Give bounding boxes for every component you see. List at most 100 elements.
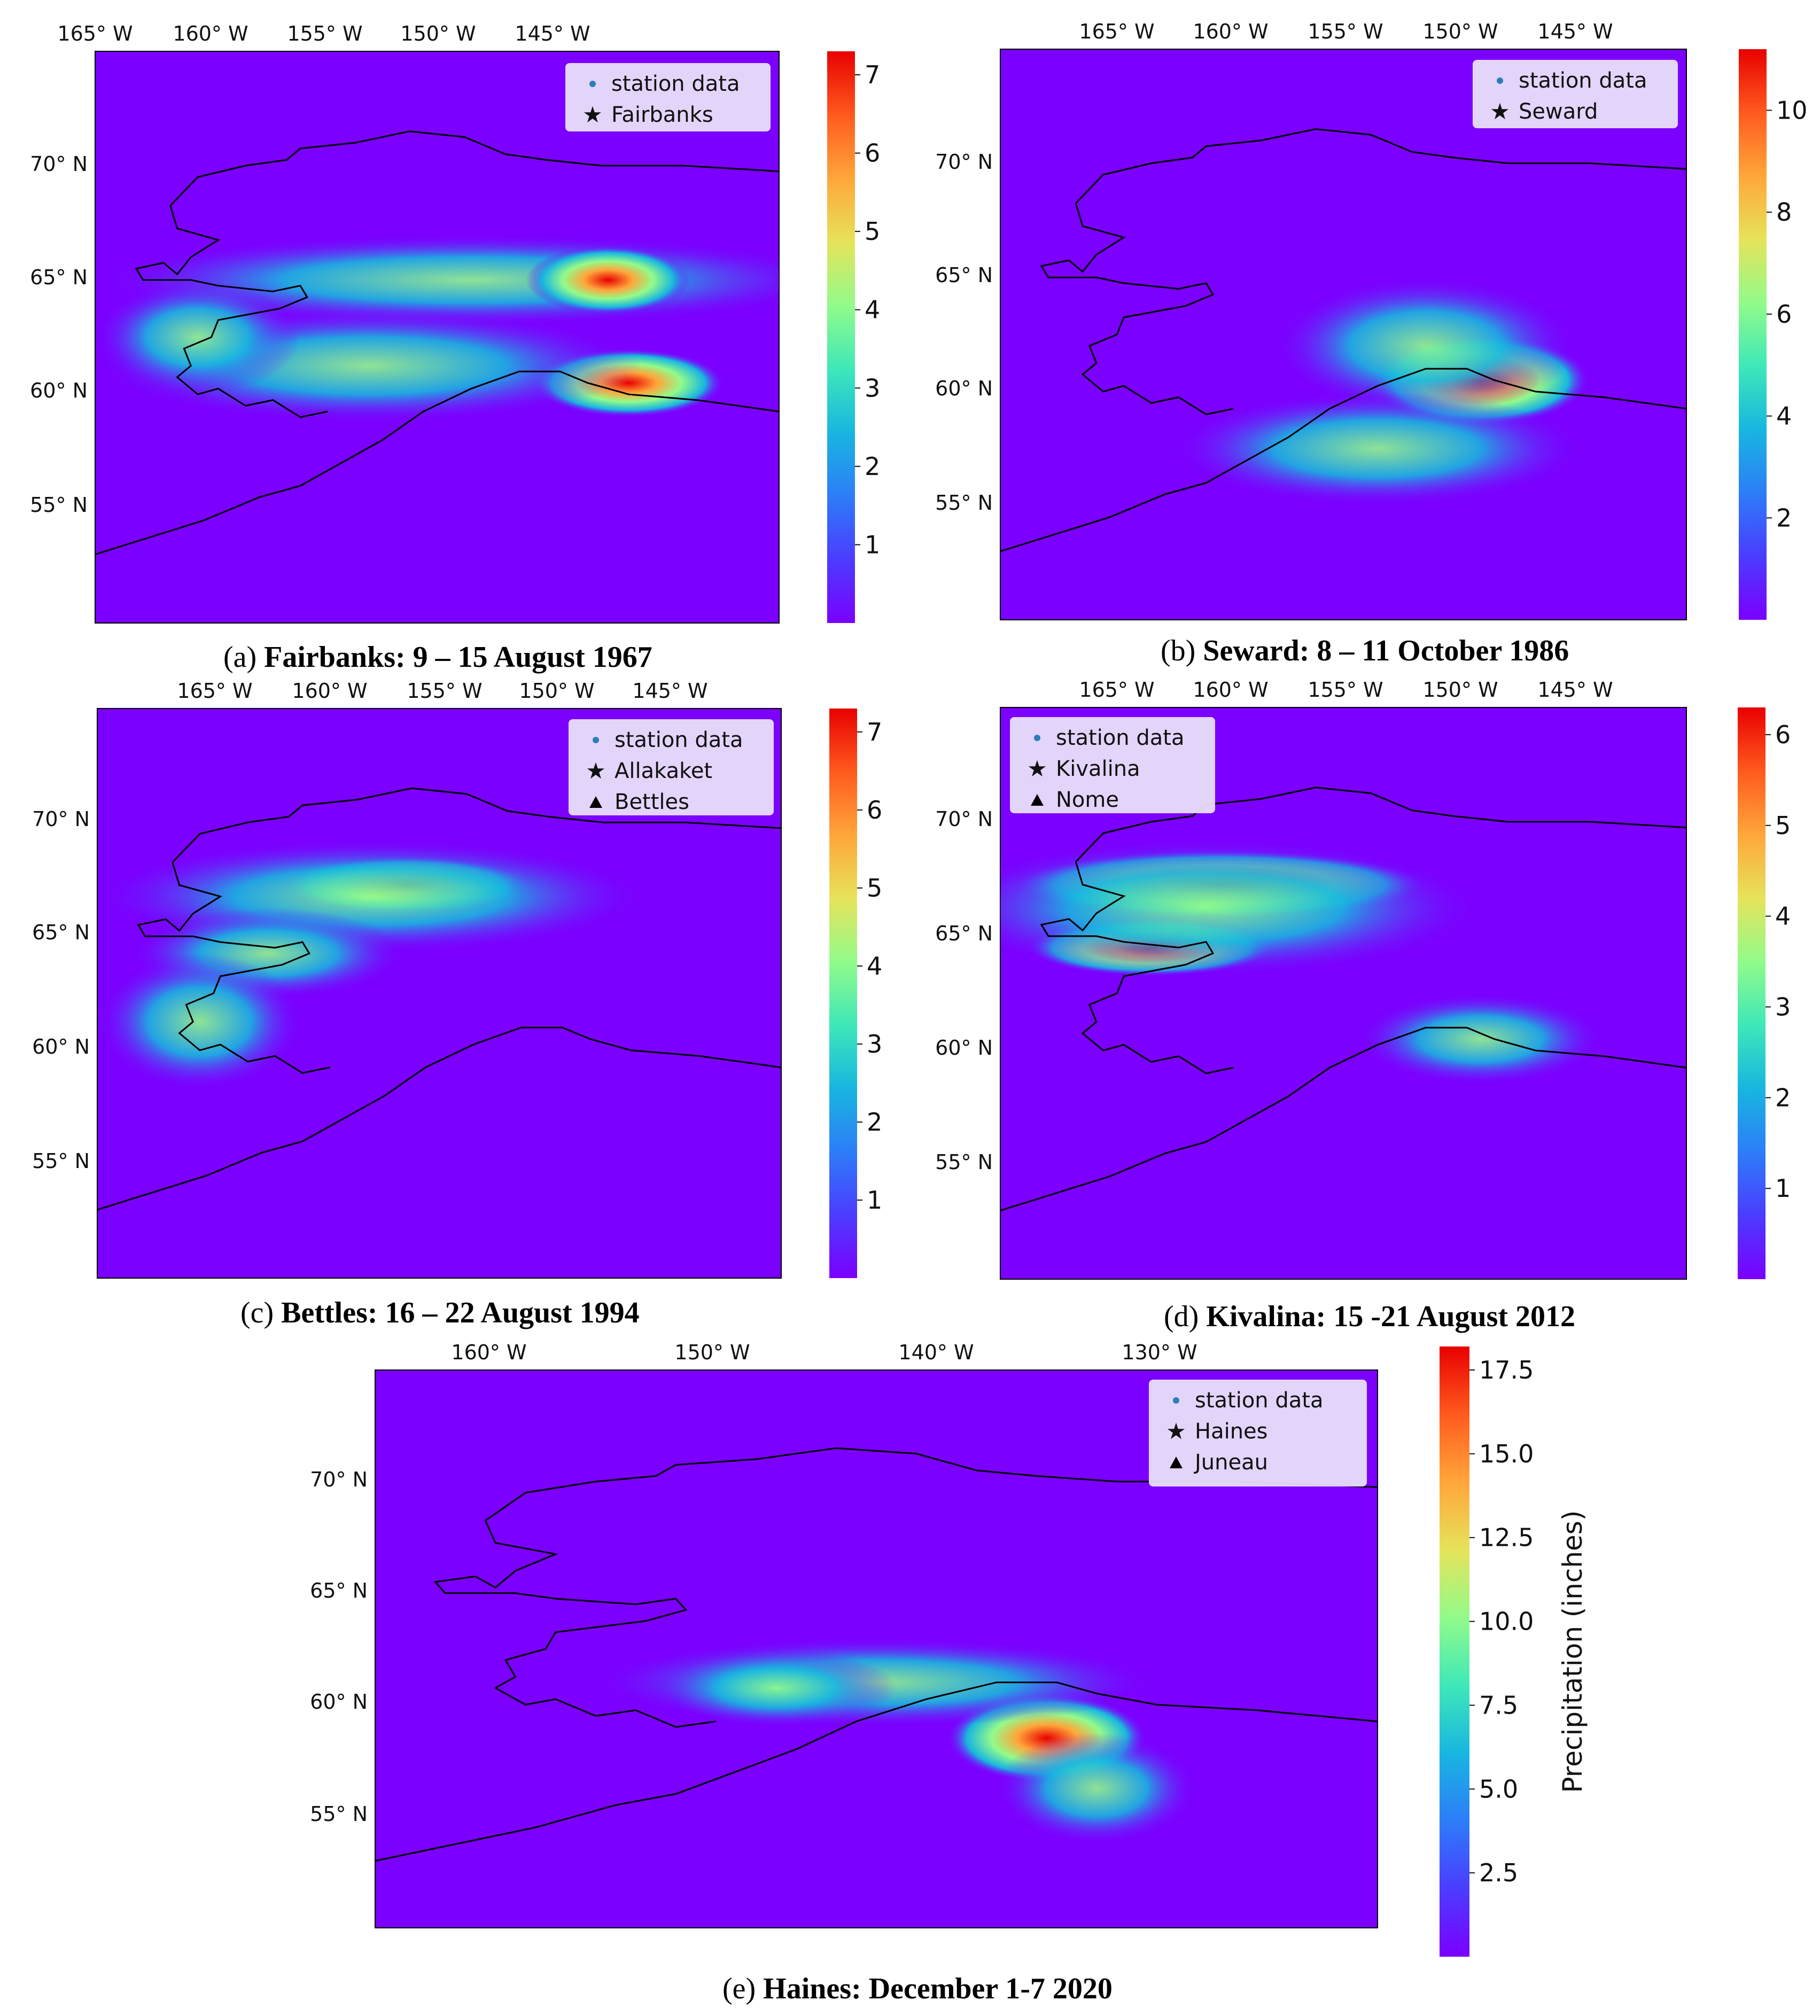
legend-item: ★ Kivalina xyxy=(1018,753,1207,784)
longitude-tick-label: 160° W xyxy=(1193,20,1268,43)
triangle-icon xyxy=(577,796,615,808)
latitude-tick-label: 65° N xyxy=(32,921,90,944)
legend: station data ★ Seward xyxy=(1473,60,1678,128)
colorbar-tick-label: 3 xyxy=(865,373,880,402)
legend-item: ★ Allakaket xyxy=(577,756,765,787)
longitude-tick-label: 155° W xyxy=(407,679,482,703)
colorbar-title: Precipitation (inches) xyxy=(1557,1510,1588,1793)
legend-item: ★ Fairbanks xyxy=(574,99,762,130)
colorbar-tick-label: 10.0 xyxy=(1479,1607,1534,1636)
colorbar xyxy=(1738,707,1765,1279)
caption-d: (d) Kivalina: 15 -21 August 2012 xyxy=(1164,1300,1576,1333)
legend-item: station data xyxy=(1481,65,1669,96)
coastline xyxy=(485,1447,1378,1522)
precipitation-field xyxy=(1000,128,1686,552)
longitude-tick-label: 150° W xyxy=(1422,678,1498,702)
colorbar xyxy=(1440,1346,1469,1957)
legend: station data ★ Fairbanks xyxy=(565,63,771,131)
precipitation-area xyxy=(1274,277,1577,415)
colorbar-tick-label: 5 xyxy=(1775,811,1791,840)
legend-item: station data xyxy=(1157,1385,1358,1416)
precipitation-area xyxy=(656,1649,897,1727)
caption-c: (c) Bettles: 16 – 22 August 1994 xyxy=(240,1296,640,1329)
caption-b: (b) Seward: 8 – 11 October 1986 xyxy=(1161,634,1569,667)
colorbar-tick-label: 2 xyxy=(1775,1083,1791,1112)
coastline xyxy=(1075,787,1686,862)
colorbar-tick-label: 4 xyxy=(867,952,882,980)
star-icon: ★ xyxy=(1166,1418,1186,1444)
legend-label: station data xyxy=(611,72,740,96)
latitude-tick-label: 70° N xyxy=(935,150,993,174)
legend-item: ★ Seward xyxy=(1481,96,1669,127)
colorbar-tick-label: 10 xyxy=(1776,96,1808,124)
coastline xyxy=(169,130,779,206)
coastline xyxy=(1040,861,1234,1075)
latitude-tick-label: 55° N xyxy=(935,1150,993,1174)
legend-label: station data xyxy=(1056,726,1185,750)
latitude-tick-label: 60° N xyxy=(935,1036,993,1060)
colorbar-tick-label: 4 xyxy=(1775,902,1791,931)
colorbar-tick-label: 6 xyxy=(865,139,880,168)
colorbar-tick-label: 1 xyxy=(865,530,880,559)
longitude-tick-label: 160° W xyxy=(451,1341,526,1364)
colorbar-tick-label: 7 xyxy=(865,60,880,89)
coastline xyxy=(95,370,779,556)
precipitation-area xyxy=(97,953,302,1091)
colorbar-tick-label: 6 xyxy=(1776,300,1792,329)
legend-label: Seward xyxy=(1519,99,1598,124)
legend: station data ★ Kivalina Nome xyxy=(1010,717,1215,813)
colorbar-tick-label: 1 xyxy=(867,1186,882,1215)
longitude-tick-label: 145° W xyxy=(1537,20,1613,43)
coastline xyxy=(1000,1026,1686,1212)
legend-label: Kivalina xyxy=(1056,757,1140,781)
latitude-tick-label: 60° N xyxy=(935,377,993,400)
legend-item: station data xyxy=(574,68,762,99)
coastline xyxy=(1075,128,1686,204)
colorbar-tick-label: 8 xyxy=(1776,198,1792,227)
precipitation-area xyxy=(1357,993,1604,1085)
star-icon: ★ xyxy=(1490,98,1510,124)
longitude-tick-label: 165° W xyxy=(1079,678,1154,702)
coastline xyxy=(433,1520,717,1728)
caption-e: (e) Haines: December 1-7 2020 xyxy=(722,1972,1113,2005)
colorbar-tick-label: 17.5 xyxy=(1479,1356,1534,1384)
precipitation-area xyxy=(95,280,300,394)
latitude-tick-label: 60° N xyxy=(32,1035,90,1058)
station-dot-icon xyxy=(1481,77,1519,84)
latitude-tick-label: 60° N xyxy=(30,379,88,402)
colorbar-tick-label: 7 xyxy=(867,718,882,746)
longitude-tick-label: 155° W xyxy=(1308,678,1383,702)
colorbar-tick-label: 5 xyxy=(865,217,880,246)
star-icon: ★ xyxy=(1027,756,1047,782)
station-dot-icon xyxy=(577,737,615,743)
legend-label: Allakaket xyxy=(615,759,713,783)
longitude-tick-label: 165° W xyxy=(1079,20,1154,43)
colorbar-tick-label: 7.5 xyxy=(1479,1691,1518,1719)
legend-label: Fairbanks xyxy=(611,103,713,127)
legend-item: Nome xyxy=(1018,784,1207,815)
legend-label: Nome xyxy=(1056,788,1119,812)
latitude-tick-label: 65° N xyxy=(935,922,993,945)
star-icon: ★ xyxy=(586,758,606,784)
legend-label: Juneau xyxy=(1195,1450,1268,1475)
triangle-icon xyxy=(1018,794,1056,806)
longitude-tick-label: 150° W xyxy=(674,1341,750,1364)
longitude-tick-label: 150° W xyxy=(1422,20,1498,43)
precipitation-field xyxy=(375,1447,1378,1862)
latitude-tick-label: 55° N xyxy=(935,491,993,515)
longitude-tick-label: 130° W xyxy=(1122,1341,1197,1364)
longitude-tick-label: 145° W xyxy=(632,679,707,703)
colorbar-tick-label: 4 xyxy=(1776,402,1792,431)
precipitation-field xyxy=(97,787,781,1211)
latitude-tick-label: 70° N xyxy=(935,807,993,831)
latitude-tick-label: 70° N xyxy=(310,1468,368,1491)
latitude-tick-label: 70° N xyxy=(32,807,90,831)
coastline xyxy=(1040,203,1234,416)
colorbar-tick-label: 4 xyxy=(865,295,880,324)
legend-item: ★ Haines xyxy=(1157,1416,1358,1447)
legend-label: Haines xyxy=(1195,1419,1268,1444)
colorbar-tick-label: 2 xyxy=(867,1108,882,1137)
caption-a: (a) Fairbanks: 9 – 15 August 1967 xyxy=(223,641,652,674)
precipitation-area xyxy=(997,1732,1197,1844)
